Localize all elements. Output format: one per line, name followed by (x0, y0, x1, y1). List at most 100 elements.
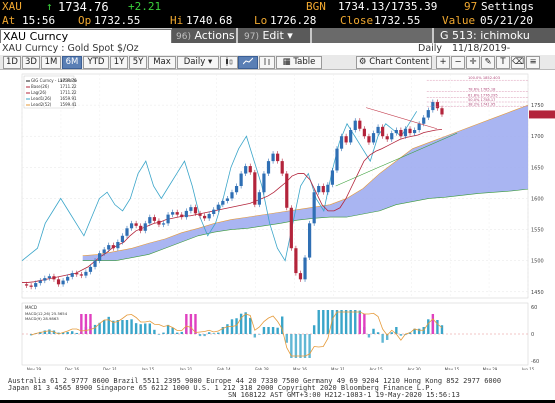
frequency-dropdown[interactable]: Daily ▾ (177, 56, 219, 69)
bar-type-icon[interactable] (259, 56, 275, 69)
actions-menu-number: 96) (176, 32, 191, 42)
candle-body (339, 136, 344, 149)
candle-body (362, 128, 366, 137)
macd-bar (290, 334, 293, 358)
candle-body (47, 276, 51, 279)
macd-bar (267, 327, 270, 334)
range-1m-button[interactable]: 1M (41, 56, 61, 69)
range-1d-button[interactable]: 1D (3, 56, 21, 69)
security-field[interactable]: XAU Curncy (0, 29, 172, 44)
macd-signal-line (31, 311, 443, 357)
candle-body (381, 126, 385, 137)
candle-body (303, 257, 307, 280)
macd-bar (271, 327, 275, 334)
footer-line-3: SN 168122 AST GMT+3:00 H212-1083-1 19-Ma… (228, 391, 460, 399)
y-tick-label: 1550 (531, 228, 544, 234)
ichimoku-chart[interactable]: 100.0% 1852.403 78.6% 1785.18 61.8% 1776.2… (0, 70, 555, 400)
candle-body (412, 130, 417, 134)
macd-bar (303, 334, 307, 358)
macd-bar (107, 316, 110, 334)
settings-menu[interactable]: Settings (481, 0, 534, 13)
legend-label: GIG Curncy - Last Price (31, 78, 78, 83)
ichimoku-cloud (82, 104, 529, 261)
zoom-out-icon[interactable]: − (451, 56, 465, 69)
x-tick-label: May 15 (445, 367, 460, 372)
candle-body (129, 223, 134, 229)
macd-bar (61, 332, 65, 334)
candle-body (166, 214, 170, 224)
menu-icon[interactable]: ≡ (526, 56, 540, 69)
macd-bar (312, 325, 316, 334)
macd-y-tick: 0 (531, 332, 534, 338)
range-ytd-button[interactable]: YTD (83, 56, 109, 69)
x-tick-label: Jan 15 (141, 367, 155, 372)
candle-body (298, 273, 303, 280)
macd-bar (144, 323, 147, 334)
actions-menu-button[interactable]: 96) Actions ▾ (172, 28, 236, 59)
macd-signal-bar (363, 314, 366, 334)
zoom-in-icon[interactable]: + (436, 56, 450, 69)
candle-body (34, 283, 38, 287)
trendline-upper (365, 107, 438, 130)
legend-label: Lead2(52) (31, 102, 52, 107)
macd-bar (399, 334, 403, 336)
macd-bar (326, 310, 330, 334)
macd-bar (226, 324, 229, 334)
range-max-button[interactable]: Max (148, 56, 176, 69)
macd-bar (285, 334, 288, 343)
fibonacci-levels: 100.0% 1852.403 78.6% 1785.18 61.8% 1776.2… (335, 76, 528, 187)
candle-body (344, 136, 348, 143)
candle-body (349, 130, 353, 143)
edit-menu-button[interactable]: 97) Edit ▾ (238, 28, 310, 43)
candle-body (307, 223, 312, 258)
eraser-icon[interactable]: ⌫ (511, 56, 525, 69)
macd-bar (322, 310, 325, 334)
candle-body (262, 173, 266, 193)
chart-content-button[interactable]: ⚙ Chart Content (356, 56, 432, 69)
chart-panel[interactable]: 100.0% 1852.403 78.6% 1785.18 61.8% 1776.2… (0, 70, 555, 400)
range-6m-button[interactable]: 6M (62, 56, 82, 69)
candle-body (330, 170, 335, 185)
candle-body (116, 242, 120, 249)
chart-toolbar: 1D 3D 1M 6M YTD 1Y 5Y Max Daily ▾ ▦ Tabl… (0, 55, 555, 70)
candle-body (43, 278, 47, 281)
footer: Australia 61 2 9777 8600 Brazil 5511 239… (0, 370, 555, 400)
table-button[interactable]: ▦ Table (276, 56, 322, 69)
macd-bar (39, 331, 42, 334)
candle-body (75, 273, 79, 275)
macd-bar (75, 332, 78, 334)
candle-body (266, 161, 271, 174)
text-icon[interactable]: T (496, 56, 510, 69)
range-5y-button[interactable]: 5Y (129, 56, 147, 69)
menu-code[interactable]: 97 (464, 0, 478, 13)
candle-body (335, 148, 339, 171)
candle-body (84, 271, 88, 276)
macd-signal-bar (185, 314, 188, 334)
draw-icon[interactable]: ✎ (481, 56, 495, 69)
macd-bar (153, 329, 156, 334)
fib-label: 100.0% 1852.403 (468, 76, 500, 80)
macd-bar (43, 330, 47, 334)
candle-body (52, 276, 56, 280)
edit-menu-number: 97) (244, 32, 259, 42)
macd-bar (130, 319, 133, 334)
candle-body (244, 166, 248, 174)
candle-body (56, 279, 61, 285)
y-tick-label: 1650 (531, 165, 544, 171)
legend-label: Lead1(26) (31, 96, 52, 101)
last-price: 1734.76 (58, 0, 109, 14)
line-type-icon[interactable] (238, 56, 258, 69)
range-3d-button[interactable]: 3D (22, 56, 40, 69)
candle-type-icon[interactable] (220, 56, 238, 69)
macd-signal-bar (189, 314, 193, 334)
ticker[interactable]: XAU (2, 0, 22, 13)
x-tick-label: Mar 31 (331, 367, 345, 372)
macd-bar (207, 332, 211, 334)
range-1y-button[interactable]: 1Y (110, 56, 128, 69)
x-tick-label: Apr 15 (369, 367, 383, 372)
low-label: Lo (254, 14, 268, 27)
crosshair-icon[interactable]: ✛ (466, 56, 480, 69)
macd-signal-bar (80, 314, 83, 334)
candle-body (326, 184, 330, 193)
